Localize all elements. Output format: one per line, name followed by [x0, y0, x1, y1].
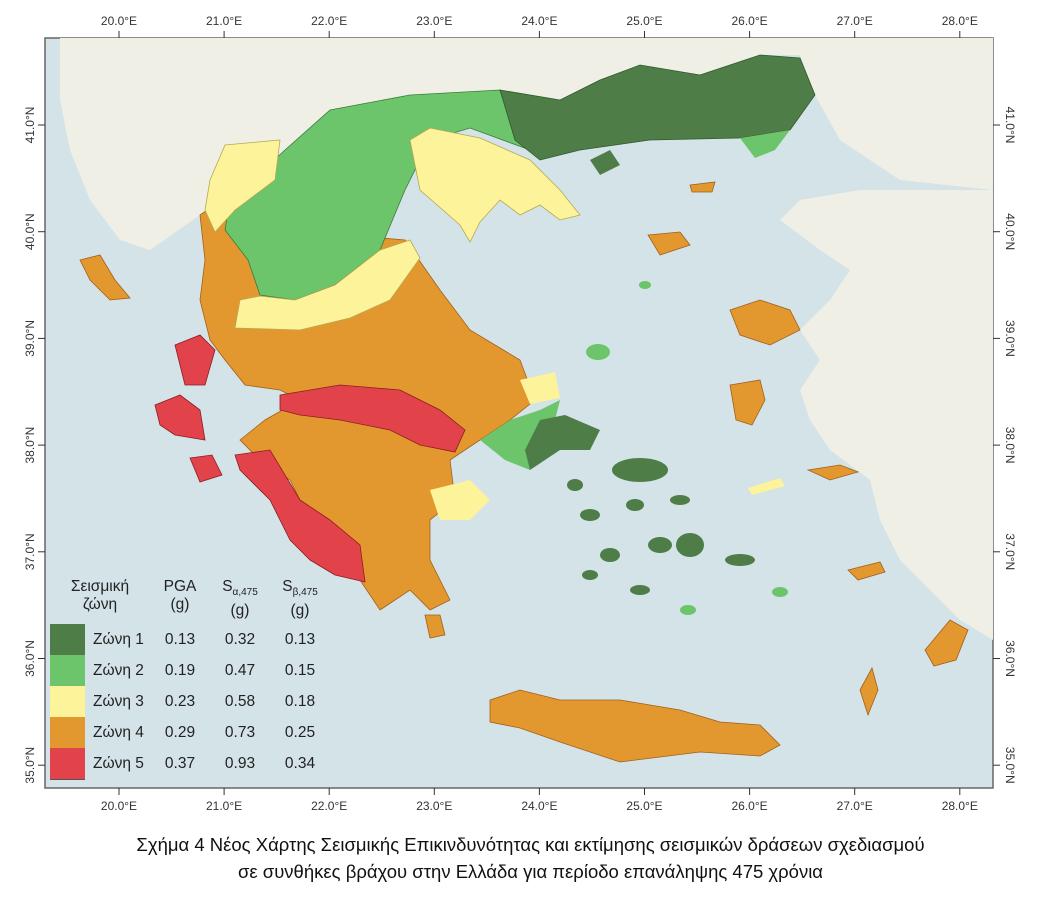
legend-row: Ζώνη 5 0.37 0.93 0.34 [50, 748, 340, 781]
zone5-peloponnese-west [234, 449, 366, 583]
pga-value: 0.13 [164, 631, 196, 649]
zone-swatch [50, 717, 85, 750]
lon-label-bottom: 27.0°E [837, 799, 873, 813]
caption-line-2: σε συνθήκες βράχου στην Ελλάδα για περίο… [237, 861, 824, 882]
lon-label-top: 27.0°E [837, 14, 873, 28]
zone1-cyclades [567, 458, 755, 595]
lat-label-right: 35.0°N [1003, 747, 1017, 784]
legend-row: Ζώνη 4 0.29 0.73 0.25 [50, 717, 340, 750]
lat-label-right: 36.0°N [1003, 640, 1017, 677]
zone-swatch [50, 624, 85, 657]
pga-value: 0.37 [164, 755, 196, 773]
lon-label-bottom: 26.0°E [732, 799, 768, 813]
zone-swatch [50, 686, 85, 719]
lon-label-top: 28.0°E [942, 14, 978, 28]
sb-value: 0.13 [284, 631, 316, 649]
legend: Σεισμική ζώνη PGA (g) Sα,475 (g) Sβ,475 (g) … [50, 578, 340, 781]
col-sa: Sα,475 [222, 578, 258, 599]
pga-value: 0.19 [164, 662, 196, 680]
lon-label-bottom: 24.0°E [521, 799, 557, 813]
lat-label-right: 37.0°N [1003, 533, 1017, 570]
lon-label-bottom: 20.0°E [101, 799, 137, 813]
zone-swatch [50, 748, 85, 781]
lat-label-right: 41.0°N [1003, 107, 1017, 144]
zone3-chalkidiki [409, 127, 581, 243]
zone3-epirus [204, 139, 281, 233]
seismic-hazard-map: 20.0°E 20.0°E 21.0°E 21.0°E 22.0°E 22.0°E 23.0… [23, 14, 1017, 813]
lat-label-right: 38.0°N [1003, 427, 1017, 464]
zone4-islands [79, 181, 969, 763]
sa-value: 0.32 [224, 631, 256, 649]
unit: (g) [290, 602, 310, 620]
sa-value: 0.47 [224, 662, 256, 680]
lon-label-top: 21.0°E [206, 14, 242, 28]
lon-label-top: 26.0°E [732, 14, 768, 28]
lon-label-top: 23.0°E [416, 14, 452, 28]
zone1-island [590, 150, 620, 175]
sa-value: 0.73 [224, 724, 256, 742]
lat-label-left: 37.0°N [23, 533, 37, 570]
sa-value: 0.93 [224, 755, 256, 773]
sb-value: 0.25 [284, 724, 316, 742]
legend-row: Ζώνη 2 0.19 0.47 0.15 [50, 655, 340, 688]
caption-line-1: Σχήμα 4 Νέος Χάρτης Σεισμικής Επικινδυνό… [136, 834, 925, 855]
coordinate-ticks: 20.0°E 20.0°E 21.0°E 21.0°E 22.0°E 22.0°E 23.0… [23, 14, 1017, 813]
lon-label-top: 25.0°E [626, 14, 662, 28]
lon-label-bottom: 28.0°E [942, 799, 978, 813]
lon-label-bottom: 22.0°E [311, 799, 347, 813]
lat-label-left: 38.0°N [23, 427, 37, 464]
col-pga: PGA [163, 578, 197, 595]
zone-label: Ζώνη 5 [93, 755, 144, 773]
zone-label: Ζώνη 4 [93, 724, 144, 742]
col-sb: Sβ,475 [282, 578, 318, 599]
figure-caption: Σχήμα 4 Νέος Χάρτης Σεισμικής Επικινδυνό… [0, 831, 1061, 885]
pga-value: 0.29 [164, 724, 196, 742]
legend-row: Ζώνη 1 0.13 0.32 0.13 [50, 624, 340, 657]
neighbour-land-north [60, 38, 993, 250]
legend-title-2: ζώνη [82, 596, 118, 613]
lat-label-left: 35.0°N [23, 747, 37, 784]
zone3-euboea-south [520, 372, 560, 404]
zone2-islands [586, 281, 788, 615]
zone-swatch [50, 655, 85, 688]
lat-label-left: 39.0°N [23, 320, 37, 357]
unit: (g) [170, 596, 190, 613]
zone3-island [748, 478, 785, 495]
legend-title-1: Σεισμική [70, 578, 130, 595]
neighbour-land-turkey [780, 190, 993, 640]
zone3-attica [430, 480, 490, 520]
sb-value: 0.18 [284, 693, 316, 711]
lat-label-right: 40.0°N [1003, 213, 1017, 250]
lon-label-top: 22.0°E [311, 14, 347, 28]
zone1-euboea [525, 415, 600, 470]
lat-label-left: 41.0°N [23, 107, 37, 144]
pga-value: 0.23 [164, 693, 196, 711]
zone-label: Ζώνη 1 [93, 631, 144, 649]
lon-label-top: 24.0°E [521, 14, 557, 28]
legend-row: Ζώνη 3 0.23 0.58 0.18 [50, 686, 340, 719]
lon-label-bottom: 25.0°E [626, 799, 662, 813]
unit: (g) [230, 602, 250, 620]
lon-label-top: 20.0°E [101, 14, 137, 28]
sa-value: 0.58 [224, 693, 256, 711]
lat-label-left: 40.0°N [23, 213, 37, 250]
zone-label: Ζώνη 2 [93, 662, 144, 680]
lon-label-bottom: 23.0°E [416, 799, 452, 813]
lat-label-right: 39.0°N [1003, 320, 1017, 357]
sb-value: 0.34 [284, 755, 316, 773]
zone1-thrace [499, 54, 816, 161]
lat-label-left: 36.0°N [23, 640, 37, 677]
legend-header: Σεισμική ζώνη PGA (g) Sα,475 (g) Sβ,475 (g) [50, 578, 340, 620]
sb-value: 0.15 [284, 662, 316, 680]
zone-label: Ζώνη 3 [93, 693, 144, 711]
zone5-ionian-islands [154, 334, 223, 483]
zone3-thessaly [234, 239, 421, 331]
zone5-corinth-gulf [279, 384, 466, 453]
lon-label-bottom: 21.0°E [206, 799, 242, 813]
zone2-evros [740, 130, 790, 158]
